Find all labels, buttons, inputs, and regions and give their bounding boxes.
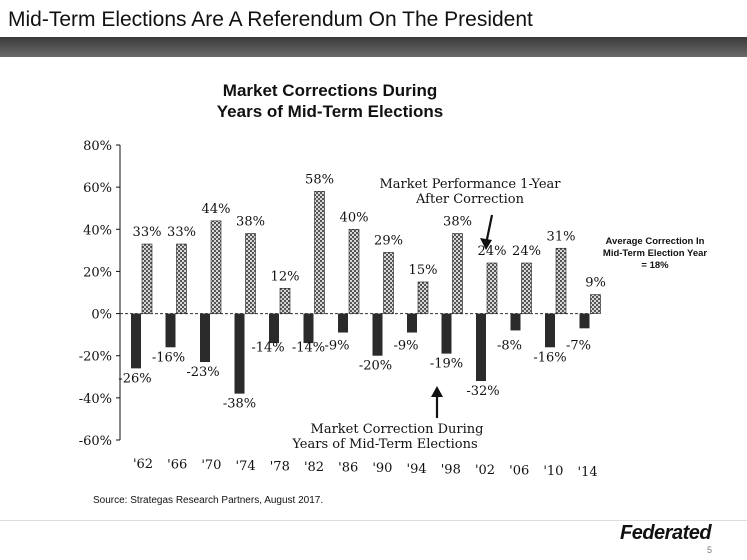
correction-annotation-line1: Market Correction During: [311, 422, 484, 437]
after-bar: [555, 247, 567, 314]
after-bar: [383, 252, 394, 314]
after-annotation-line2: After Correction: [415, 192, 525, 207]
after-bar: [452, 233, 463, 314]
x-tick-label: '94: [407, 462, 427, 477]
correction-value-label: -38%: [223, 397, 256, 412]
correction-bar: [303, 313, 314, 344]
x-tick-label: '98: [441, 462, 461, 477]
brand-logo: Federated: [620, 522, 712, 544]
correction-bar: [510, 313, 521, 331]
y-tick-label: -20%: [79, 350, 112, 365]
after-annotation-line1: Market Performance 1-Year: [379, 177, 561, 192]
correction-bar: [372, 313, 383, 356]
correction-value-label: -9%: [324, 339, 349, 354]
after-bar: [210, 220, 222, 314]
after-value-label: 24%: [478, 244, 507, 259]
correction-bar: [441, 313, 452, 354]
x-tick-label: '90: [372, 461, 392, 476]
correction-value-label: -23%: [186, 365, 219, 380]
x-tick-label: '66: [167, 458, 187, 473]
after-arrow-head: [480, 238, 492, 250]
y-tick-label: 40%: [83, 223, 112, 238]
after-bar: [314, 191, 325, 314]
correction-value-label: -19%: [430, 357, 463, 372]
correction-annotation-line2: Years of Mid-Term Elections: [291, 437, 477, 452]
after-bar: [176, 243, 187, 314]
after-value-label: 44%: [202, 202, 231, 217]
y-tick-label: 20%: [83, 265, 112, 280]
slide-title: Mid-Term Elections Are A Referendum On T…: [8, 8, 533, 31]
after-value-label: 24%: [512, 244, 541, 259]
correction-bar: [545, 313, 555, 348]
average-correction-note: Average Correction In Mid-Term Election …: [602, 236, 708, 271]
correction-value-label: -20%: [359, 359, 392, 374]
after-bar: [279, 287, 291, 314]
correction-value-label: -16%: [533, 350, 566, 365]
x-tick-label: '10: [543, 464, 563, 479]
after-bar: [590, 294, 601, 314]
x-tick-label: '62: [133, 457, 153, 472]
correction-bar: [165, 313, 176, 348]
correction-bar: [269, 313, 279, 344]
after-value-label: 40%: [340, 210, 369, 225]
y-tick-label: 60%: [83, 181, 112, 196]
after-value-label: 9%: [585, 276, 606, 291]
correction-bar: [234, 313, 245, 394]
after-value-label: 31%: [547, 229, 576, 244]
after-value-label: 12%: [271, 269, 300, 284]
y-tick-label: 0%: [91, 308, 112, 323]
header-bar: [0, 37, 747, 57]
after-value-label: 33%: [167, 225, 196, 240]
correction-value-label: -7%: [566, 339, 591, 354]
x-tick-label: '14: [578, 465, 598, 480]
correction-value-label: -32%: [466, 384, 499, 399]
page-number: 5: [707, 545, 713, 555]
x-tick-label: '06: [509, 464, 529, 479]
correction-value-label: -14%: [251, 341, 284, 356]
x-tick-label: '70: [201, 458, 221, 473]
correction-arrow-head: [431, 386, 443, 397]
after-value-label: 15%: [409, 263, 438, 278]
x-tick-label: '78: [270, 459, 290, 474]
after-bar: [486, 262, 498, 314]
after-value-label: 58%: [305, 172, 334, 187]
chart-title: Market Corrections During Years of Mid-T…: [216, 81, 444, 121]
y-tick-label: -60%: [79, 434, 112, 449]
after-value-label: 33%: [133, 225, 162, 240]
source-note: Source: Strategas Research Partners, Aug…: [93, 495, 324, 506]
after-value-label: 38%: [443, 215, 472, 230]
footer-divider: [0, 520, 747, 521]
after-bar: [141, 243, 153, 314]
correction-bar: [407, 313, 417, 333]
after-bar: [245, 233, 256, 314]
correction-bar: [338, 313, 348, 333]
x-tick-label: '74: [236, 459, 256, 474]
correction-value-label: -16%: [152, 350, 185, 365]
after-bar: [348, 228, 360, 314]
correction-bar: [476, 313, 486, 381]
after-value-label: 38%: [236, 215, 265, 230]
y-tick-label: 80%: [83, 139, 112, 154]
after-value-label: 29%: [374, 233, 403, 248]
correction-bar: [131, 313, 141, 369]
after-bar: [417, 281, 429, 314]
after-bar: [521, 262, 532, 314]
correction-bar: [579, 313, 590, 329]
correction-value-label: -14%: [292, 341, 325, 356]
correction-value-label: -26%: [118, 371, 151, 386]
correction-value-label: -9%: [393, 339, 418, 354]
x-tick-label: '82: [304, 460, 324, 475]
correction-bar: [200, 313, 210, 363]
y-tick-label: -40%: [79, 392, 112, 407]
correction-value-label: -8%: [497, 339, 522, 354]
x-tick-label: '86: [338, 461, 358, 476]
x-tick-label: '02: [475, 463, 495, 478]
